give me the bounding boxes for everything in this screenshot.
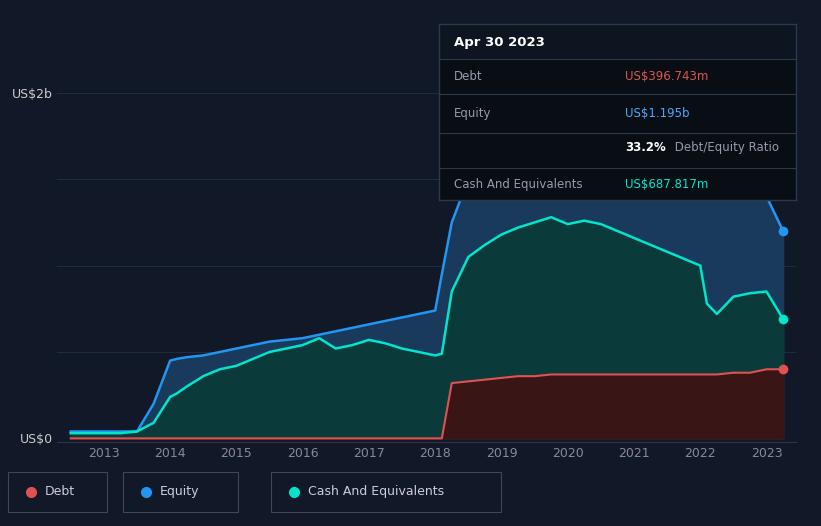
Text: US$396.743m: US$396.743m	[625, 70, 709, 83]
Text: US$687.817m: US$687.817m	[625, 177, 709, 190]
Text: Debt: Debt	[45, 485, 76, 498]
Text: Equity: Equity	[453, 107, 491, 120]
Text: Cash And Equivalents: Cash And Equivalents	[308, 485, 444, 498]
Text: Apr 30 2023: Apr 30 2023	[453, 36, 544, 49]
Text: Equity: Equity	[160, 485, 200, 498]
Text: Debt/Equity Ratio: Debt/Equity Ratio	[672, 140, 779, 154]
FancyBboxPatch shape	[439, 24, 796, 59]
Text: Debt: Debt	[453, 70, 482, 83]
Text: Cash And Equivalents: Cash And Equivalents	[453, 177, 582, 190]
Text: US$1.195b: US$1.195b	[625, 107, 690, 120]
Text: 33.2%: 33.2%	[625, 140, 666, 154]
